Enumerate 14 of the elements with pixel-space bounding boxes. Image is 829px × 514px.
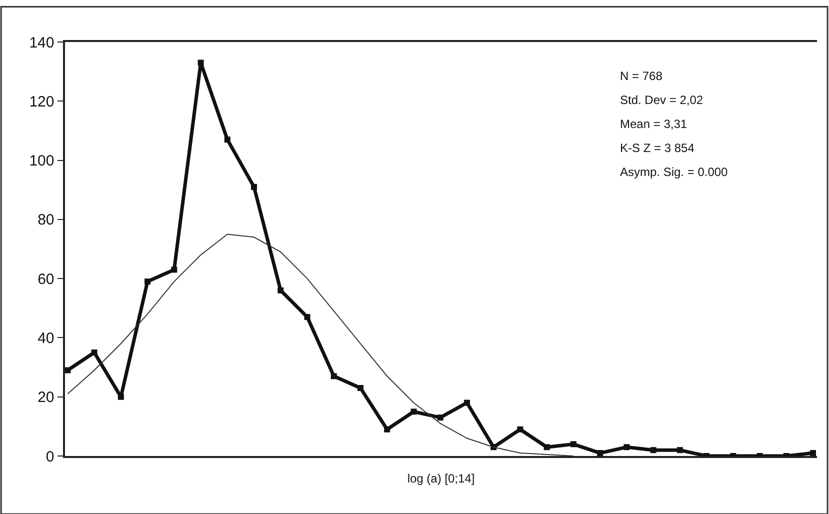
y-tick-label: 140 bbox=[29, 34, 54, 52]
annotation: N = 768 bbox=[620, 69, 663, 83]
y-tick-label: 100 bbox=[29, 152, 54, 170]
annotation: Asymp. Sig. = 0.000 bbox=[620, 165, 728, 179]
annotation: Std. Dev = 2,02 bbox=[620, 93, 704, 107]
x-axis-title: log (a) [0;14] bbox=[407, 472, 475, 486]
y-tick-label: 20 bbox=[38, 389, 54, 406]
y-tick-label: 60 bbox=[38, 270, 54, 288]
annotation: K-S Z = 3 854 bbox=[620, 141, 695, 155]
y-tick-label: 0 bbox=[46, 448, 54, 466]
y-tick-label: 80 bbox=[38, 212, 54, 229]
annotation: Mean = 3,31 bbox=[620, 117, 688, 131]
y-tick-label: 40 bbox=[38, 330, 54, 347]
y-tick-label: 120 bbox=[29, 93, 54, 110]
